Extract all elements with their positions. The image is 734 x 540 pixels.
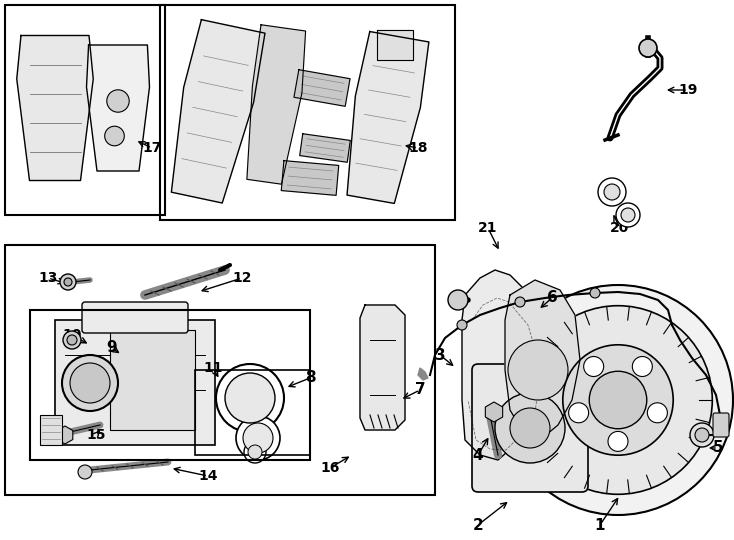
Polygon shape	[87, 45, 150, 171]
Text: 7: 7	[415, 382, 425, 397]
Circle shape	[647, 403, 667, 423]
Text: 1: 1	[595, 517, 606, 532]
Circle shape	[604, 184, 620, 200]
Circle shape	[503, 285, 733, 515]
Circle shape	[448, 290, 468, 310]
Circle shape	[62, 355, 118, 411]
Circle shape	[495, 393, 565, 463]
Bar	[5, 5, 165, 215]
Text: 14: 14	[198, 469, 218, 483]
Polygon shape	[281, 161, 338, 195]
Circle shape	[78, 465, 92, 479]
Text: 3: 3	[435, 348, 446, 362]
Text: 19: 19	[678, 83, 698, 97]
Polygon shape	[377, 30, 413, 60]
Text: 20: 20	[610, 221, 630, 235]
Circle shape	[244, 441, 266, 463]
Circle shape	[64, 278, 72, 286]
Circle shape	[584, 356, 603, 376]
Text: 10: 10	[62, 328, 81, 342]
Bar	[55, 320, 215, 445]
Text: 12: 12	[232, 271, 252, 285]
Circle shape	[70, 363, 110, 403]
Circle shape	[563, 345, 673, 455]
Text: 6: 6	[547, 291, 557, 306]
Text: 17: 17	[142, 141, 161, 155]
Circle shape	[590, 288, 600, 298]
Circle shape	[225, 373, 275, 423]
Bar	[160, 5, 455, 220]
Bar	[40, 415, 62, 445]
Bar	[30, 310, 310, 460]
Bar	[110, 330, 195, 430]
Circle shape	[60, 274, 76, 290]
Bar	[195, 370, 310, 455]
Text: 11: 11	[203, 361, 222, 375]
Polygon shape	[418, 368, 428, 380]
Circle shape	[107, 90, 129, 112]
Polygon shape	[17, 36, 93, 180]
Circle shape	[608, 431, 628, 451]
Circle shape	[248, 445, 262, 459]
FancyBboxPatch shape	[82, 302, 188, 333]
Polygon shape	[505, 280, 580, 440]
Circle shape	[616, 203, 640, 227]
Polygon shape	[171, 19, 265, 203]
Circle shape	[105, 126, 124, 146]
Circle shape	[621, 208, 635, 222]
Text: 15: 15	[87, 428, 106, 442]
Polygon shape	[247, 25, 305, 184]
Circle shape	[523, 306, 712, 494]
Circle shape	[457, 320, 467, 330]
Text: 8: 8	[305, 370, 316, 386]
Text: 4: 4	[473, 448, 483, 462]
Circle shape	[639, 39, 657, 57]
Circle shape	[515, 297, 525, 307]
Polygon shape	[294, 70, 350, 106]
Text: 16: 16	[320, 461, 340, 475]
Circle shape	[67, 335, 77, 345]
Polygon shape	[347, 31, 429, 204]
Text: 9: 9	[106, 341, 117, 355]
Circle shape	[243, 423, 273, 453]
Circle shape	[236, 416, 280, 460]
Circle shape	[598, 178, 626, 206]
Text: 21: 21	[479, 221, 498, 235]
Polygon shape	[299, 134, 350, 162]
Text: 13: 13	[38, 271, 58, 285]
Circle shape	[216, 364, 284, 432]
Circle shape	[632, 356, 653, 376]
Circle shape	[695, 428, 709, 442]
Circle shape	[63, 331, 81, 349]
Circle shape	[690, 423, 714, 447]
Circle shape	[589, 372, 647, 429]
Circle shape	[508, 340, 568, 400]
Text: 18: 18	[408, 141, 428, 155]
Text: 5: 5	[713, 441, 723, 456]
Polygon shape	[360, 305, 405, 430]
FancyBboxPatch shape	[472, 364, 588, 492]
Text: 2: 2	[473, 517, 484, 532]
FancyBboxPatch shape	[713, 413, 729, 437]
Circle shape	[510, 408, 550, 448]
Bar	[5, 245, 435, 495]
Circle shape	[569, 403, 589, 423]
Polygon shape	[462, 270, 550, 460]
